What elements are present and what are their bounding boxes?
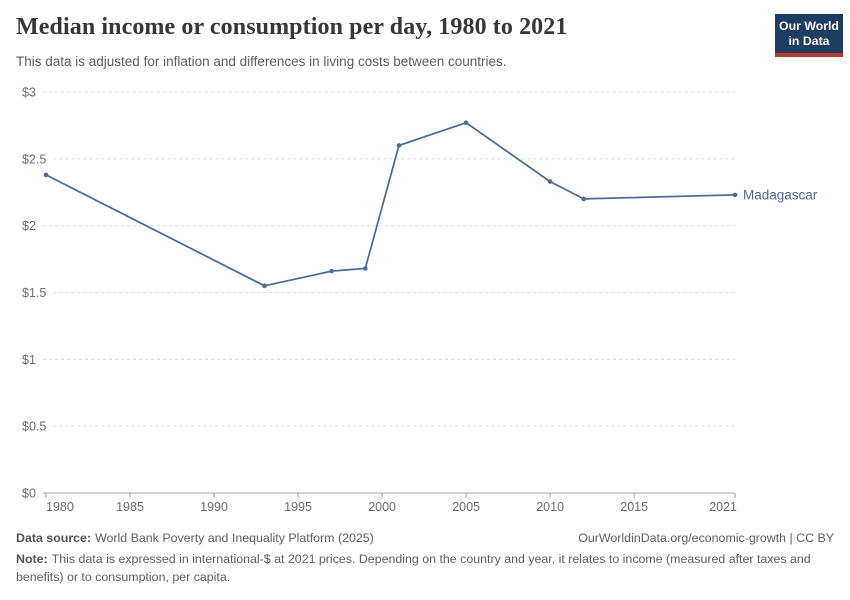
chart-footer: Data source: World Bank Poverty and Inequ… [16, 530, 834, 587]
data-point [43, 172, 49, 178]
data-point [547, 179, 553, 184]
data-point [581, 196, 587, 202]
data-point [732, 192, 738, 198]
series-end-label[interactable]: Madagascar [743, 187, 818, 202]
y-tick-label: $0.5 [22, 420, 46, 434]
x-tick-label: 2000 [368, 500, 396, 514]
data-point [362, 266, 368, 271]
data-point [463, 120, 469, 126]
owid-logo-line2: in Data [788, 33, 830, 48]
line-chart[interactable]: $0 $0.5 $1 $1.5 $2 $2.5 $3 1980 1985 1990 1995 2000… [0, 78, 850, 528]
note-label: Note: [16, 551, 48, 566]
page-title: Median income or consumption per day, 19… [16, 14, 568, 40]
data-point [329, 268, 334, 274]
x-tick-label: 1995 [284, 500, 312, 514]
x-tick-label: 1990 [200, 500, 228, 514]
y-tick-label: $2 [22, 219, 36, 233]
x-tick-label: 2021 [709, 500, 737, 514]
y-tick-label: $1.5 [22, 286, 46, 300]
data-point [262, 283, 267, 289]
x-tick-label: 1985 [116, 500, 144, 514]
y-tick-label: $3 [22, 86, 36, 100]
x-tick-label: 2010 [536, 500, 564, 514]
license-link[interactable]: OurWorldinData.org/economic-growth | CC … [578, 531, 834, 545]
series-line [45, 121, 736, 287]
chart-subtitle: This data is adjusted for inflation and … [16, 54, 507, 69]
data-source-label: Data source: [16, 531, 92, 545]
y-tick-label: $1 [22, 353, 36, 367]
x-tick-label: 1980 [46, 500, 74, 514]
owid-logo-line1: Our World [779, 19, 839, 33]
x-tick-label: 2005 [452, 500, 480, 514]
note-text: This data is expressed in international-… [16, 551, 811, 584]
data-point [396, 143, 402, 148]
chart-note: Note: This data is expressed in internati… [16, 551, 828, 587]
x-tick-label: 2015 [620, 500, 648, 514]
y-tick-label: $0 [22, 487, 36, 501]
data-source: Data source: World Bank Poverty and Inequ… [16, 530, 374, 548]
data-source-text: World Bank Poverty and Inequality Platfo… [95, 531, 374, 545]
y-tick-label: $2.5 [22, 152, 46, 166]
owid-logo[interactable]: Our World in Data [775, 14, 843, 57]
